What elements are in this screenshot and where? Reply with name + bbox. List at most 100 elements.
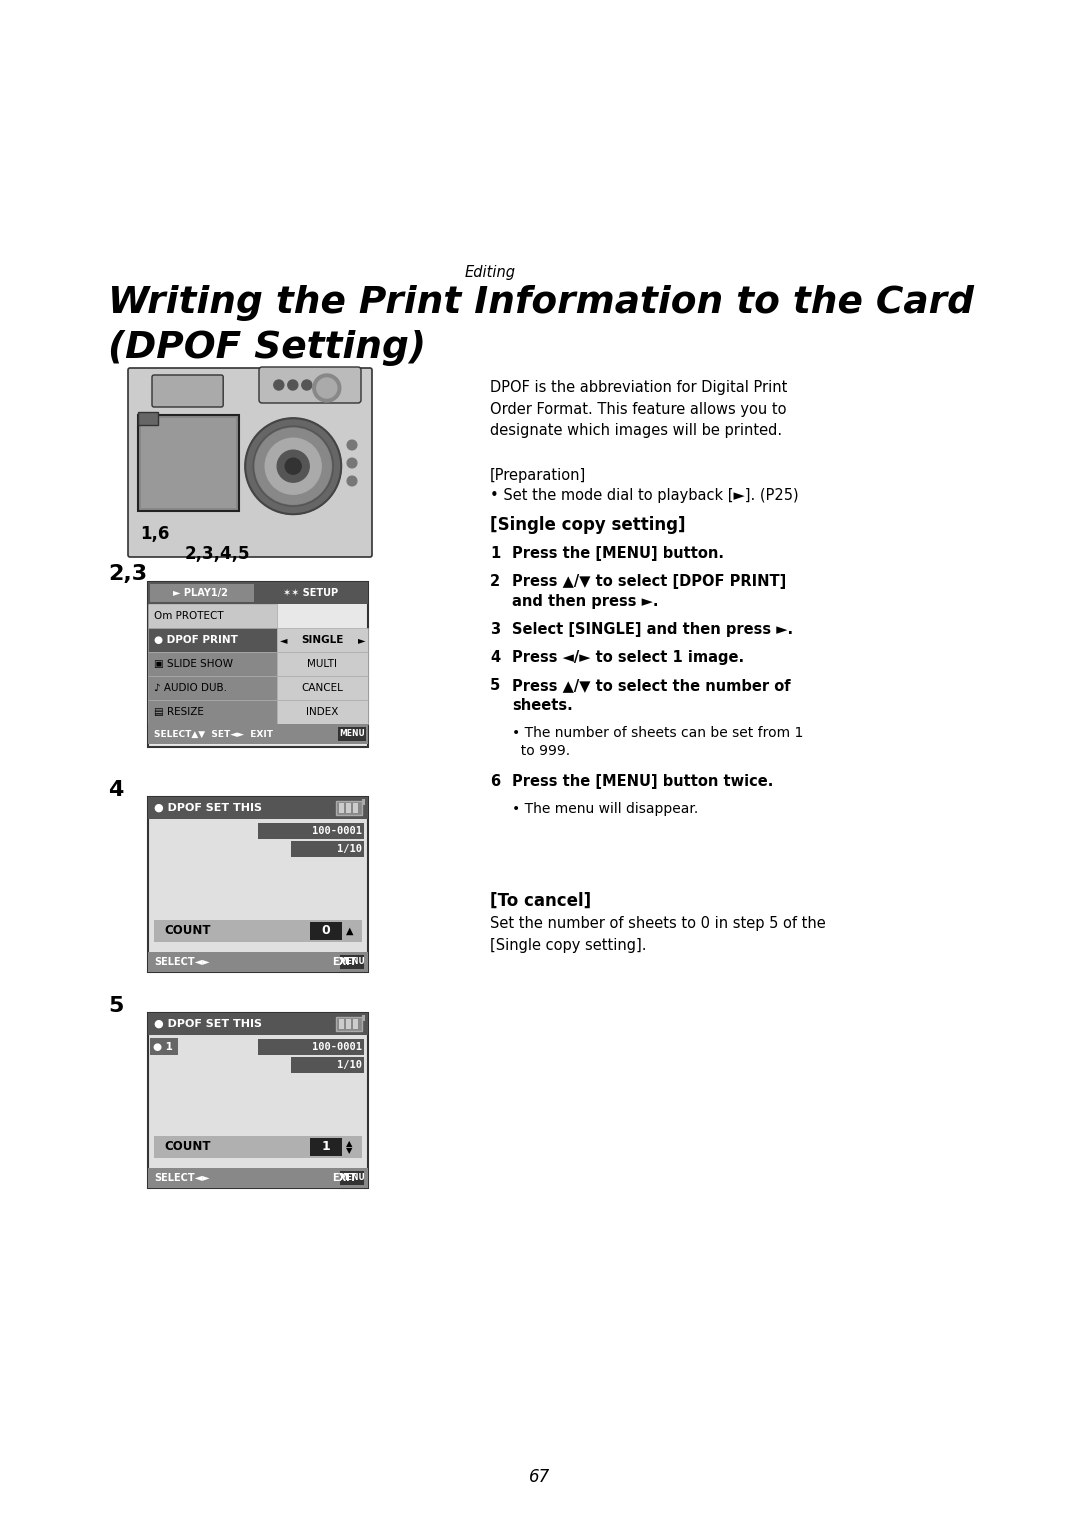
Text: ▤ RESIZE: ▤ RESIZE bbox=[154, 707, 204, 717]
Bar bbox=[276, 652, 368, 676]
Text: Press the [MENU] button twice.: Press the [MENU] button twice. bbox=[512, 774, 773, 789]
Bar bbox=[339, 1019, 345, 1029]
Text: 1/10: 1/10 bbox=[337, 844, 362, 855]
Text: • The number of sheets can be set from 1
  to 999.: • The number of sheets can be set from 1… bbox=[512, 726, 804, 758]
Text: MULTI: MULTI bbox=[308, 659, 337, 668]
Text: 100-0001: 100-0001 bbox=[312, 826, 362, 836]
Text: • The menu will disappear.: • The menu will disappear. bbox=[512, 803, 699, 816]
Text: CANCEL: CANCEL bbox=[301, 684, 343, 693]
Text: ▣ SLIDE SHOW: ▣ SLIDE SHOW bbox=[154, 659, 233, 668]
Text: ►: ► bbox=[357, 635, 365, 645]
Text: MENU: MENU bbox=[339, 1173, 365, 1183]
Text: ◄: ◄ bbox=[280, 635, 287, 645]
Bar bbox=[150, 584, 254, 601]
Circle shape bbox=[278, 450, 309, 482]
Text: ▲: ▲ bbox=[346, 926, 353, 935]
Text: Om PROTECT: Om PROTECT bbox=[154, 610, 224, 621]
Bar bbox=[148, 676, 276, 700]
Text: 1: 1 bbox=[490, 546, 500, 562]
Text: • Set the mode dial to playback [►]. (P25): • Set the mode dial to playback [►]. (P2… bbox=[490, 488, 798, 504]
FancyBboxPatch shape bbox=[259, 366, 361, 403]
Bar bbox=[346, 1019, 351, 1029]
Bar bbox=[258, 823, 364, 839]
Text: ✶✶ SETUP: ✶✶ SETUP bbox=[283, 588, 338, 598]
Text: 0: 0 bbox=[322, 925, 330, 937]
Bar bbox=[276, 700, 368, 723]
Bar bbox=[154, 1135, 362, 1158]
Text: (DPOF Setting): (DPOF Setting) bbox=[108, 330, 426, 366]
Text: SELECT▲▼  SET◄►  EXIT: SELECT▲▼ SET◄► EXIT bbox=[154, 729, 273, 739]
Text: Press ▲/▼ to select [DPOF PRINT]
and then press ►.: Press ▲/▼ to select [DPOF PRINT] and the… bbox=[512, 574, 786, 609]
Bar bbox=[276, 676, 368, 700]
Text: Select [SINGLE] and then press ►.: Select [SINGLE] and then press ►. bbox=[512, 623, 793, 636]
Text: SELECT◄►: SELECT◄► bbox=[154, 957, 210, 967]
Bar bbox=[276, 629, 368, 652]
Circle shape bbox=[347, 439, 357, 450]
Circle shape bbox=[266, 438, 321, 494]
Text: 1: 1 bbox=[322, 1140, 330, 1154]
Text: SELECT◄►: SELECT◄► bbox=[154, 1173, 210, 1183]
Circle shape bbox=[255, 429, 332, 504]
Bar bbox=[148, 797, 368, 972]
Text: COUNT: COUNT bbox=[164, 1140, 211, 1154]
Text: 3: 3 bbox=[490, 623, 500, 636]
Text: ► PLAY1/2: ► PLAY1/2 bbox=[174, 588, 228, 598]
Bar bbox=[148, 1013, 368, 1189]
Bar bbox=[258, 1039, 364, 1054]
Bar bbox=[148, 581, 368, 748]
Bar bbox=[310, 922, 342, 940]
Text: 1/10: 1/10 bbox=[337, 1061, 362, 1070]
Bar bbox=[148, 1167, 368, 1189]
Text: Writing the Print Information to the Card: Writing the Print Information to the Car… bbox=[108, 285, 974, 320]
Text: MENU: MENU bbox=[339, 729, 365, 739]
Text: Editing: Editing bbox=[464, 266, 515, 279]
Text: COUNT: COUNT bbox=[164, 925, 211, 937]
Circle shape bbox=[301, 380, 312, 391]
Text: ● 1: ● 1 bbox=[153, 1042, 173, 1051]
Text: ● DPOF SET THIS: ● DPOF SET THIS bbox=[154, 1019, 262, 1029]
Bar bbox=[353, 803, 357, 813]
Circle shape bbox=[287, 380, 298, 391]
Bar bbox=[362, 800, 365, 806]
Bar bbox=[291, 1058, 364, 1073]
Bar bbox=[150, 1038, 178, 1054]
Bar bbox=[148, 723, 368, 745]
Circle shape bbox=[347, 476, 357, 485]
Bar bbox=[138, 412, 158, 426]
Bar bbox=[148, 652, 276, 676]
Bar bbox=[338, 726, 366, 742]
Text: ● DPOF SET THIS: ● DPOF SET THIS bbox=[154, 803, 262, 813]
Text: Press ▲/▼ to select the number of
sheets.: Press ▲/▼ to select the number of sheets… bbox=[512, 678, 791, 713]
Text: MENU: MENU bbox=[339, 957, 365, 966]
Text: 100-0001: 100-0001 bbox=[312, 1042, 362, 1051]
Text: EXIT: EXIT bbox=[332, 957, 356, 967]
Text: 2,3: 2,3 bbox=[108, 565, 147, 584]
Text: ▲: ▲ bbox=[346, 1140, 352, 1149]
Text: EXIT: EXIT bbox=[332, 1173, 356, 1183]
Text: 5: 5 bbox=[490, 678, 500, 693]
Text: DPOF is the abbreviation for Digital Print
Order Format. This feature allows you: DPOF is the abbreviation for Digital Pri… bbox=[490, 380, 787, 438]
Circle shape bbox=[316, 378, 337, 398]
Text: 4: 4 bbox=[108, 780, 123, 800]
Bar bbox=[310, 1138, 342, 1157]
Text: [To cancel]: [To cancel] bbox=[490, 893, 591, 909]
Bar bbox=[336, 1016, 362, 1032]
Bar bbox=[148, 581, 368, 604]
Circle shape bbox=[313, 374, 341, 401]
Bar bbox=[148, 604, 276, 629]
Bar bbox=[148, 1013, 368, 1035]
Bar bbox=[154, 920, 362, 942]
Text: SINGLE: SINGLE bbox=[301, 635, 343, 645]
Circle shape bbox=[274, 380, 284, 391]
Bar bbox=[353, 1019, 357, 1029]
Text: ▼: ▼ bbox=[346, 1146, 352, 1155]
Text: ● DPOF PRINT: ● DPOF PRINT bbox=[154, 635, 238, 645]
Circle shape bbox=[285, 458, 301, 475]
Text: 67: 67 bbox=[529, 1468, 551, 1486]
Text: Press the [MENU] button.: Press the [MENU] button. bbox=[512, 546, 724, 562]
FancyBboxPatch shape bbox=[152, 375, 224, 407]
Text: 5: 5 bbox=[108, 996, 123, 1016]
Bar bbox=[148, 700, 276, 723]
Text: 6: 6 bbox=[490, 774, 500, 789]
Bar bbox=[291, 841, 364, 858]
